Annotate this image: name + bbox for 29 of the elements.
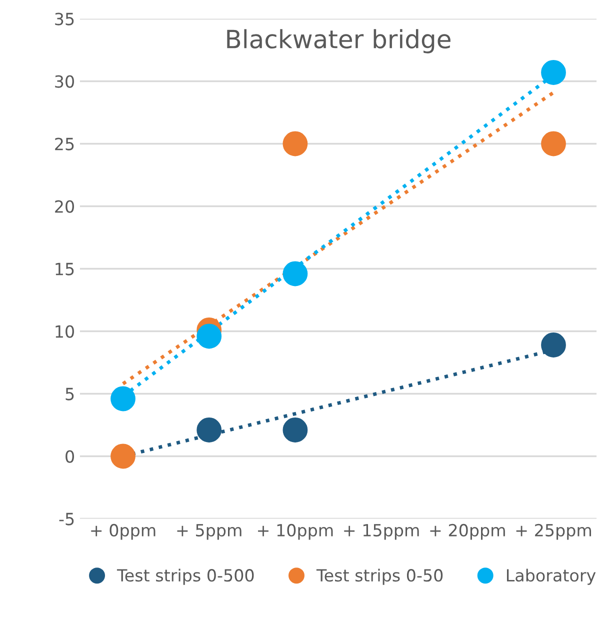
x-tick-label: + 5ppm bbox=[177, 524, 242, 540]
y-tick-label: -5 bbox=[59, 512, 74, 526]
legend-label: Test strips 0-50 bbox=[316, 568, 443, 585]
y-tick-label: 10 bbox=[56, 325, 74, 338]
y-tick-label: 0 bbox=[66, 450, 74, 463]
y-tick-label: 25 bbox=[55, 138, 74, 150]
point bbox=[541, 131, 566, 156]
point bbox=[282, 131, 308, 156]
point bbox=[110, 386, 136, 412]
x-tick-label: + 20ppm bbox=[430, 524, 505, 540]
y-tick-label: 35 bbox=[55, 12, 74, 26]
x-tick-label: + 10ppm bbox=[258, 524, 333, 540]
y-tick-label: 15 bbox=[56, 262, 74, 276]
point bbox=[196, 324, 222, 349]
legend-label: Laboratory bbox=[506, 568, 596, 585]
point bbox=[110, 444, 136, 469]
x-tick-label: + 0ppm bbox=[91, 524, 156, 540]
y-tick-label: 5 bbox=[66, 388, 74, 400]
point bbox=[541, 60, 566, 85]
point bbox=[541, 332, 566, 358]
x-tick-label: + 15ppm bbox=[344, 524, 419, 540]
y-tick-label: 20 bbox=[55, 200, 74, 213]
x-tick-label: + 25ppm bbox=[516, 524, 592, 540]
legend-label: Test strips 0-500 bbox=[116, 568, 254, 585]
y-tick-label: 30 bbox=[55, 75, 74, 88]
point bbox=[282, 418, 308, 442]
point bbox=[196, 418, 222, 442]
point bbox=[282, 261, 308, 286]
chart-title: Blackwater bridge bbox=[227, 29, 450, 54]
